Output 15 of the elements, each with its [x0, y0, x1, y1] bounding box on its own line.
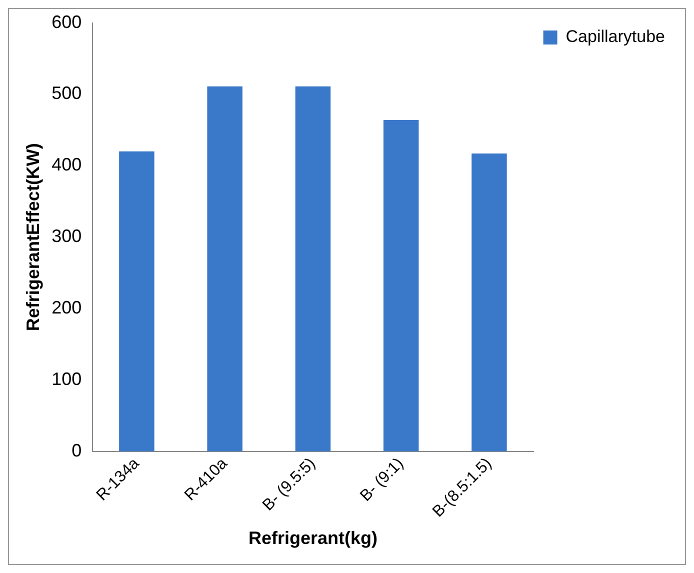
bar	[119, 151, 154, 452]
legend-label: Capillarytube	[566, 27, 666, 46]
y-tick-label: 100	[52, 368, 82, 389]
y-axis-title: RefrigerantEffect(KW)	[22, 143, 43, 332]
bar	[295, 86, 331, 452]
bar	[383, 120, 419, 452]
x-axis-title: Refrigerant(kg)	[248, 528, 378, 548]
y-tick-label: 400	[52, 154, 82, 175]
bar	[472, 154, 507, 452]
y-tick-label: 300	[52, 226, 82, 246]
y-tick-label: 600	[52, 12, 82, 32]
y-tick-label: 0	[72, 440, 82, 460]
y-tick-label: 200	[52, 297, 82, 318]
y-tick-label: 500	[52, 83, 82, 104]
bar	[207, 86, 242, 452]
